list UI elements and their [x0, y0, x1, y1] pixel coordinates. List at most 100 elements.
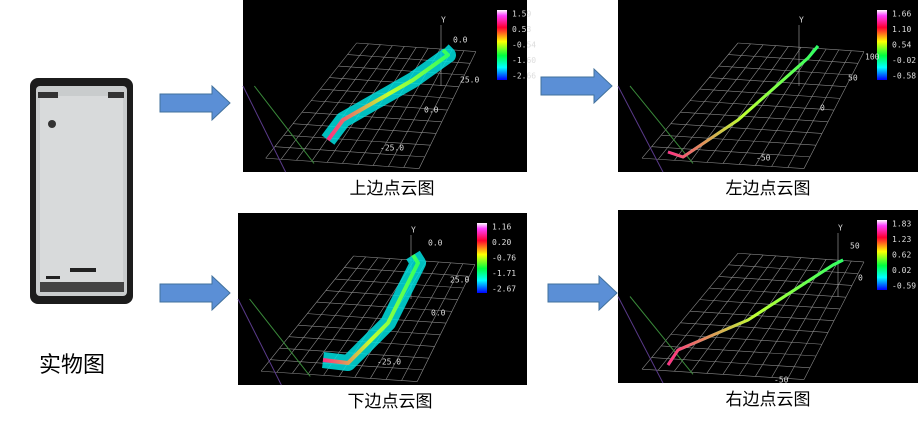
axis-label: Y	[441, 16, 446, 25]
grid-line	[401, 263, 464, 381]
colorbar-label: 1.59	[512, 10, 531, 19]
grid-line	[771, 260, 840, 378]
colorbar-label: -0.54	[512, 41, 536, 50]
point-cloud-panel: 1.66 1.10 0.54 -0.02 -0.58 Y 100 50 0 -50	[617, 0, 918, 173]
axis-label: Y	[838, 224, 843, 233]
axis-line	[253, 85, 315, 164]
grid-line	[771, 49, 840, 167]
grid-line	[356, 42, 476, 52]
axis-label: -25.0	[380, 144, 404, 153]
point-cloud-edge	[322, 253, 420, 365]
colorbar-label: -0.59	[892, 282, 916, 291]
axis-label: 0.0	[431, 309, 446, 318]
point-cloud-panel: 1.59 0.53 -0.54 -1.60 -2.66 Y 0.0 25.0 0.0 -25.0	[242, 0, 536, 173]
grid-line	[325, 290, 458, 300]
arrows	[159, 67, 618, 312]
axis-label: -25.0	[377, 358, 401, 367]
colorbar-label: 1.83	[892, 220, 911, 229]
colorbar-label: -0.76	[492, 254, 516, 263]
panel-caption: 上边点云图	[350, 179, 435, 199]
axis-label: 25.0	[450, 276, 469, 285]
point-cloud-edge	[666, 258, 844, 366]
grid-line	[803, 51, 865, 169]
grid-line	[385, 262, 451, 380]
grid-line	[316, 301, 452, 312]
grid-line	[718, 276, 853, 286]
grid-line	[416, 264, 476, 382]
colorbar	[497, 10, 507, 80]
grid-line	[689, 310, 835, 322]
axis-line	[629, 296, 694, 375]
grid-line	[265, 42, 357, 159]
axis-line	[629, 85, 694, 164]
grid-line	[728, 54, 859, 64]
colorbar-label: 0.53	[512, 25, 531, 34]
colorbar-label: -1.71	[492, 269, 516, 278]
colorbar-label: -2.67	[492, 285, 516, 294]
panel-caption: 左边点云图	[726, 179, 811, 199]
axis-line	[617, 296, 664, 384]
axis-line	[242, 85, 287, 173]
axis-label: -50	[774, 376, 789, 385]
grid-line	[738, 258, 814, 376]
grid-line	[689, 100, 835, 111]
colorbar-label: 1.23	[892, 235, 911, 244]
grid-line	[357, 48, 429, 165]
grid-line	[709, 77, 847, 87]
axis-label: Y	[799, 16, 804, 25]
colorbar	[477, 223, 487, 293]
point-cloud-edge	[326, 48, 450, 142]
grid-line	[261, 370, 418, 382]
axis-label: 100	[865, 53, 880, 62]
panel-background	[243, 0, 527, 172]
colorbar-label: 0.54	[892, 41, 911, 50]
axis-label: 50	[848, 74, 858, 83]
colorbar-label: 1.66	[892, 10, 911, 19]
grid-line	[755, 259, 827, 377]
axis-label: 0.0	[453, 36, 468, 45]
grid-line	[787, 260, 852, 379]
colorbar-label: -0.58	[892, 72, 916, 81]
axis-label: 0	[820, 104, 825, 113]
colorbar-label: 1.16	[492, 223, 511, 232]
axis-label: -50	[756, 154, 771, 163]
colorbar-label: 0.02	[892, 266, 911, 275]
grid-line	[307, 313, 447, 324]
panel-caption: 下边点云图	[348, 392, 433, 412]
panel-background	[618, 0, 918, 172]
axis-label: 0.0	[428, 239, 443, 248]
grid-line	[718, 65, 853, 76]
axis-label: 25.0	[460, 76, 479, 85]
grid	[641, 42, 865, 169]
axis-label: Y	[411, 226, 416, 235]
grid-line	[260, 255, 354, 372]
colorbar-label: 0.20	[492, 238, 511, 247]
grid-line	[787, 50, 852, 168]
grid-line	[338, 65, 465, 76]
colorbar-label: 1.10	[892, 25, 911, 34]
point-cloud-panel: 1.83 1.23 0.62 0.02 -0.59 Y 50 0 -50	[617, 210, 918, 385]
grid	[260, 255, 476, 382]
axis-line	[249, 298, 311, 377]
grid-line	[265, 157, 420, 169]
phone-photo	[30, 78, 133, 304]
axis-label: 0.0	[424, 106, 439, 115]
panel-background	[618, 210, 918, 383]
colorbar	[877, 10, 887, 80]
grid-line	[728, 264, 859, 274]
colorbar	[877, 220, 887, 290]
colorbar-label: -0.02	[892, 56, 916, 65]
grid-line	[403, 50, 465, 168]
panel-caption: 右边点云图	[726, 390, 811, 410]
grid-line	[709, 287, 847, 298]
grid-line	[755, 48, 827, 166]
axis-line	[237, 298, 282, 386]
grid-line	[738, 47, 814, 165]
colorbar-label: -1.60	[512, 56, 536, 65]
colorbar-label: 0.62	[892, 251, 911, 260]
axis-label: 50	[850, 242, 860, 251]
grid-line	[737, 42, 865, 52]
grid-line	[370, 261, 439, 379]
grid-line	[418, 51, 477, 169]
axis-line	[617, 85, 664, 173]
